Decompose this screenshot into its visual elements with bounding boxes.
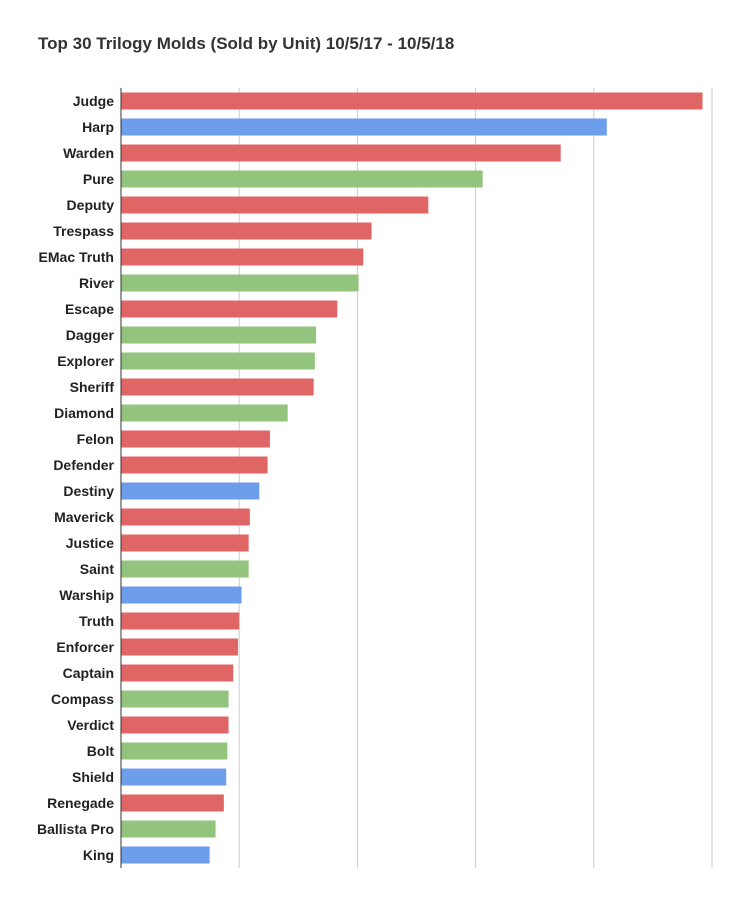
bar	[121, 690, 229, 708]
category-label: Saint	[80, 561, 115, 577]
bar	[121, 820, 216, 838]
category-label: River	[79, 275, 115, 291]
category-label: King	[83, 847, 114, 863]
bars	[121, 92, 703, 864]
bar	[121, 118, 607, 136]
category-label: Judge	[73, 93, 114, 109]
category-label: Harp	[82, 119, 114, 135]
category-label: Ballista Pro	[37, 821, 114, 837]
bar	[121, 612, 240, 630]
bar	[121, 716, 229, 734]
bar	[121, 664, 234, 682]
bar	[121, 482, 260, 500]
category-label: Justice	[66, 535, 114, 551]
category-label: Felon	[77, 431, 114, 447]
bar	[121, 144, 561, 162]
bar	[121, 92, 703, 110]
category-label: Diamond	[54, 405, 114, 421]
bar	[121, 742, 228, 760]
category-label: Escape	[65, 301, 114, 317]
category-label: Captain	[63, 665, 114, 681]
bar	[121, 534, 249, 552]
category-label: EMac Truth	[39, 249, 114, 265]
category-label: Explorer	[57, 353, 114, 369]
bar	[121, 508, 250, 526]
bar	[121, 794, 224, 812]
category-label: Warden	[63, 145, 114, 161]
category-label: Shield	[72, 769, 114, 785]
bar	[121, 378, 314, 396]
category-labels: Judge Harp Warden Pure Deputy Trespass EMac Tr…	[37, 93, 115, 863]
bar	[121, 352, 315, 370]
bar	[121, 586, 242, 604]
bar	[121, 274, 359, 292]
category-label: Renegade	[47, 795, 114, 811]
category-label: Trespass	[53, 223, 114, 239]
bar	[121, 456, 268, 474]
category-label: Compass	[51, 691, 114, 707]
category-label: Verdict	[67, 717, 114, 733]
category-label: Destiny	[63, 483, 114, 499]
category-label: Enforcer	[56, 639, 114, 655]
category-label: Truth	[79, 613, 114, 629]
category-label: Defender	[53, 457, 114, 473]
bar	[121, 170, 483, 188]
bar	[121, 560, 249, 578]
bar	[121, 768, 227, 786]
category-label: Pure	[83, 171, 114, 187]
category-label: Bolt	[87, 743, 115, 759]
bar	[121, 430, 270, 448]
bar	[121, 638, 239, 656]
chart-title: Top 30 Trilogy Molds (Sold by Unit) 10/5…	[38, 34, 455, 53]
category-label: Sheriff	[70, 379, 115, 395]
category-label: Deputy	[67, 197, 115, 213]
category-label: Dagger	[66, 327, 115, 343]
bar	[121, 326, 317, 344]
bar	[121, 222, 372, 240]
bar	[121, 404, 288, 422]
bar	[121, 196, 429, 214]
bar	[121, 248, 364, 266]
category-label: Warship	[59, 587, 114, 603]
grid-lines	[238, 88, 713, 868]
bar	[121, 846, 210, 864]
category-label: Maverick	[54, 509, 114, 525]
bar	[121, 300, 338, 318]
